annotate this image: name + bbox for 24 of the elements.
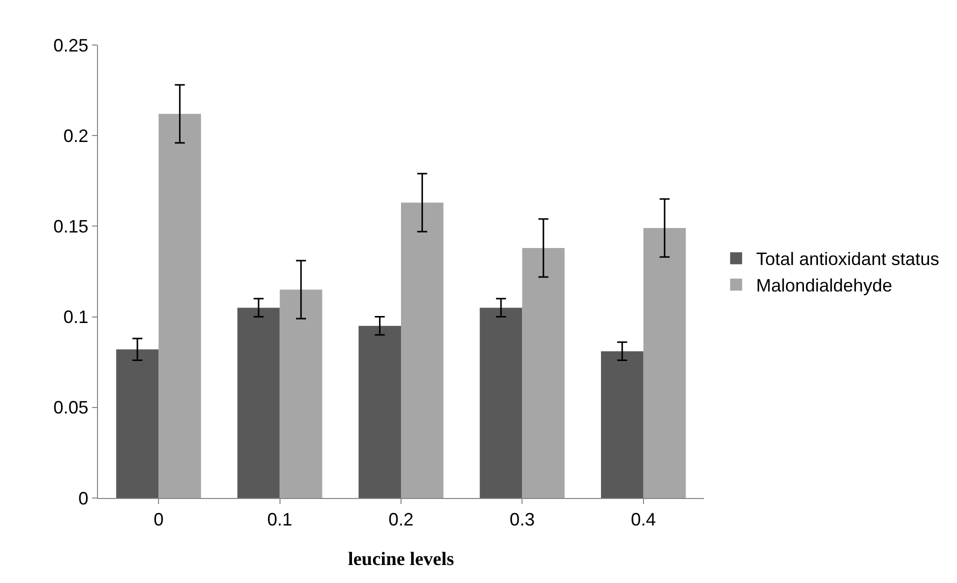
x-tick-label: 0.4: [630, 510, 656, 530]
bar: [480, 308, 522, 498]
x-tick-label: 0.3: [510, 510, 535, 530]
y-tick-label: 0.2: [63, 126, 88, 146]
x-tick-label: 0.1: [267, 510, 292, 530]
legend-label: Total antioxidant status: [756, 249, 940, 270]
x-axis-title: leucine levels: [348, 549, 454, 570]
bar: [600, 351, 644, 498]
bar: [643, 228, 686, 498]
bar: [522, 248, 565, 498]
bar: [401, 202, 444, 498]
bar: [158, 114, 202, 498]
bar: [237, 308, 280, 498]
legend-label: Malondialdehyde: [756, 276, 892, 296]
bar: [358, 326, 401, 498]
x-tick-label: 0: [154, 510, 164, 530]
y-tick-label: 0.1: [63, 307, 88, 328]
y-tick-label: 0: [78, 488, 88, 508]
y-tick-label: 0.15: [53, 216, 88, 236]
bar: [116, 349, 159, 498]
y-tick-label: 0.05: [53, 398, 88, 418]
bar: [280, 290, 322, 498]
y-tick-label: 0.25: [53, 35, 88, 56]
x-tick-label: 0.2: [388, 510, 414, 530]
